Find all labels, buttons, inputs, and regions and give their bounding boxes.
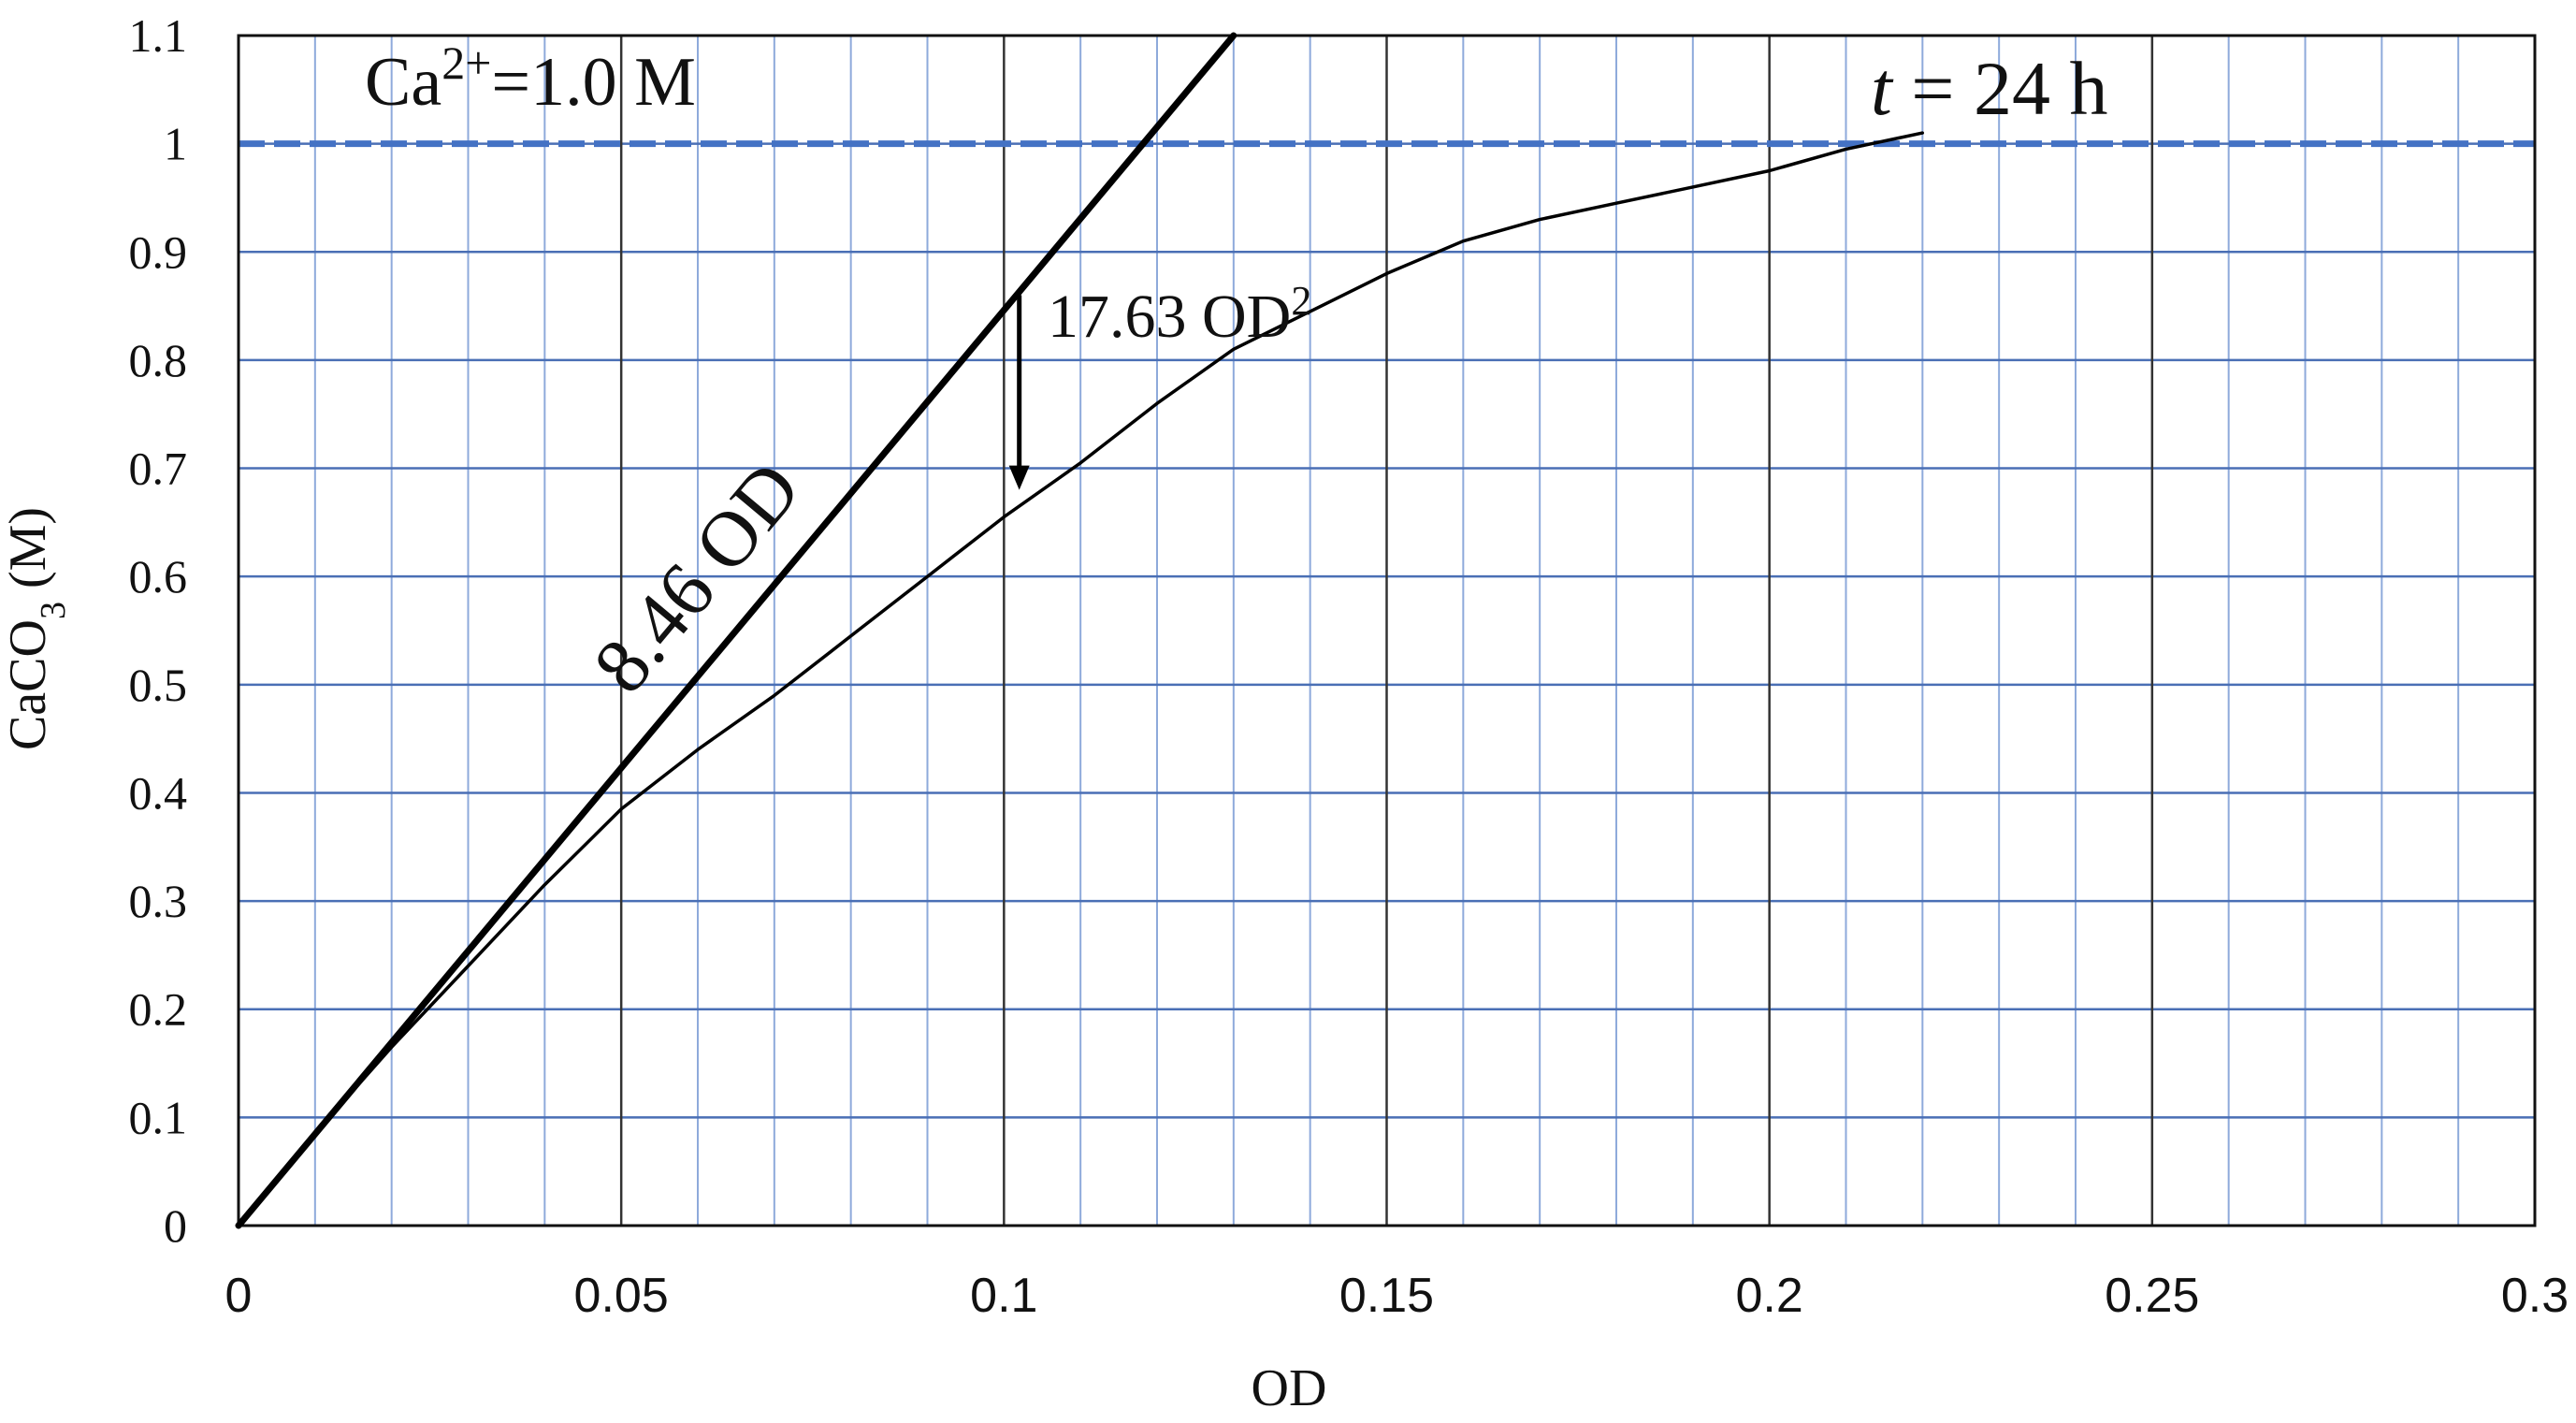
calcium-label-prefix: Ca: [365, 44, 441, 121]
arrow-annotation: [1008, 295, 1030, 490]
x-axis-title: OD: [1252, 1359, 1327, 1417]
y-axis-title-subscript: 3: [34, 602, 73, 619]
minor-grid: [313, 36, 2460, 1226]
y-tick-label: 0.2: [129, 983, 188, 1036]
y-axis-title-unit: (M): [0, 507, 57, 602]
plot-frame: [237, 34, 2537, 1227]
x-tick-label: 0.3: [2501, 1269, 2569, 1323]
calcium-label-suffix: =1.0 M: [491, 44, 696, 121]
time-label-suffix: = 24 h: [1892, 46, 2108, 131]
y-tick-label: 1.1: [129, 9, 188, 62]
y-tick-label: 0.3: [129, 875, 188, 927]
quadratic-term-label: 17.63 OD2: [1048, 278, 1311, 352]
arrow-head: [1008, 465, 1030, 490]
quadratic-label-main: 17.63 OD: [1048, 283, 1291, 351]
calcium-concentration-label: Ca2+=1.0 M: [365, 36, 696, 121]
time-label-italic: t: [1871, 46, 1894, 131]
x-tick-labels: 0 0.05 0.1 0.15 0.2 0.25 0.3: [225, 1269, 2569, 1323]
series-linear-line: [235, 32, 1237, 1229]
time-label: t = 24 h: [1871, 46, 2108, 131]
y-tick-label: 0.1: [129, 1091, 188, 1143]
y-tick-labels: 0 0.1 0.2 0.3 0.4 0.5 0.6 0.7 0.8 0.9 1 1.1: [129, 9, 188, 1252]
x-tick-label: 0.25: [2105, 1269, 2199, 1323]
series-group: [235, 32, 1925, 1229]
y-axis-title-main: CaCO: [0, 619, 57, 750]
series-measured-curve: [237, 131, 1925, 1227]
x-tick-label: 0: [225, 1269, 253, 1323]
y-tick-label: 0.6: [129, 550, 188, 603]
y-tick-label: 0.9: [129, 225, 188, 278]
calcium-label-superscript: 2+: [441, 36, 491, 89]
y-axis-title: CaCO3 (M): [0, 507, 73, 750]
x-tick-label: 0.2: [1736, 1269, 1803, 1323]
x-tick-label: 0.05: [574, 1269, 669, 1323]
quadratic-label-superscript: 2: [1291, 278, 1311, 324]
y-tick-label: 0.8: [129, 334, 188, 386]
y-tick-label: 0: [164, 1199, 187, 1252]
y-tick-label: 0.4: [129, 766, 188, 819]
x-tick-label: 0.1: [970, 1269, 1037, 1323]
y-tick-label: 0.7: [129, 443, 188, 495]
x-tick-label: 0.15: [1339, 1269, 1434, 1323]
y-tick-label: 1: [164, 118, 187, 170]
y-tick-label: 0.5: [129, 659, 188, 711]
